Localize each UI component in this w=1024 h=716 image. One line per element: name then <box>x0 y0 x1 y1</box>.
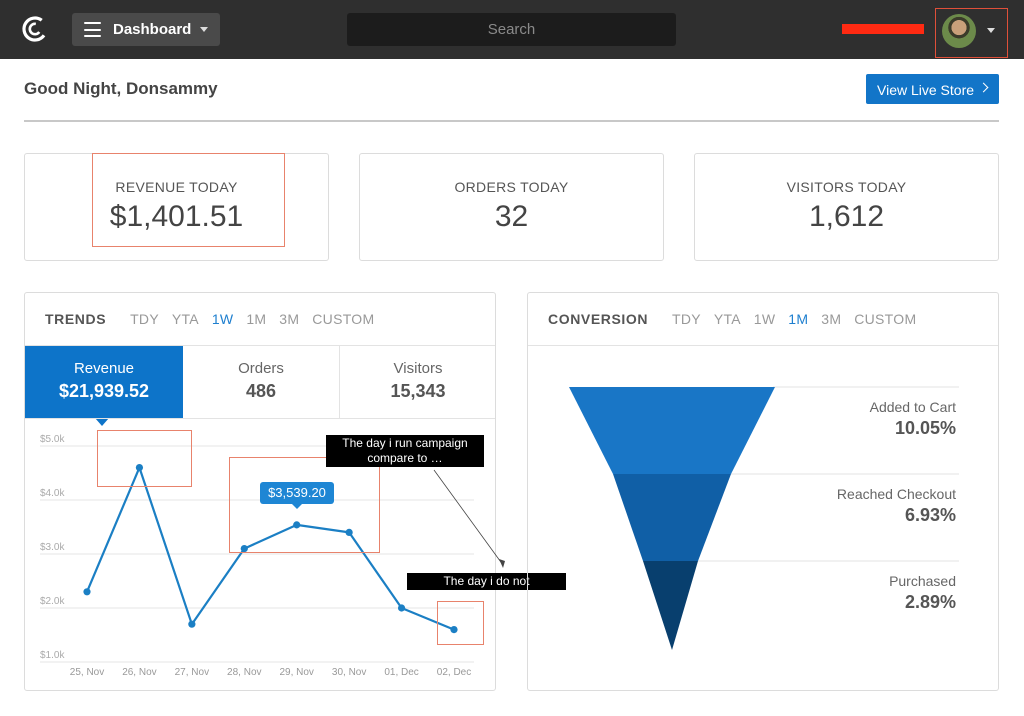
trends-tabs: TRENDS TDY YTA 1W 1M 3M CUSTOM <box>45 311 383 327</box>
highlight-box <box>92 153 285 247</box>
funnel-segment-purchased <box>643 561 698 650</box>
metric-value: 15,343 <box>390 381 446 401</box>
trends-title: TRENDS <box>45 311 107 327</box>
highlight-box <box>437 601 484 645</box>
conversion-title: CONVERSION <box>548 311 649 327</box>
metric-value: $21,939.52 <box>58 381 150 401</box>
divider <box>24 120 999 122</box>
redacted-bar <box>842 24 924 34</box>
stat-label: ORDERS TODAY <box>454 179 569 195</box>
stat-value: $1,401.51 <box>109 200 244 233</box>
divider <box>528 345 998 346</box>
funnel-stage-reached-checkout: Reached Checkout 6.93% <box>837 486 956 526</box>
annotation-note-campaign: The day i run campaign compare to … <box>326 435 484 467</box>
divider <box>339 346 340 418</box>
funnel-stage-value: 10.05% <box>894 418 956 438</box>
hamburger-icon <box>84 22 101 37</box>
funnel-stage-value: 2.89% <box>904 592 956 612</box>
tab-custom[interactable]: CUSTOM <box>312 311 375 327</box>
metric-label: Orders <box>238 360 284 377</box>
stat-value: 1,612 <box>808 200 885 233</box>
stat-card-revenue: REVENUE TODAY $1,401.51 <box>24 153 329 261</box>
metric-label: Visitors <box>393 360 443 377</box>
tab-1w[interactable]: 1W <box>211 311 234 327</box>
avatar[interactable] <box>942 14 976 48</box>
tab-yta[interactable]: YTA <box>713 311 741 327</box>
metric-visitors[interactable]: Visitors 15,343 <box>340 346 496 418</box>
highlight-box <box>97 430 192 487</box>
conversion-tabs: CONVERSION TDY YTA 1W 1M 3M CUSTOM <box>548 311 925 327</box>
funnel-stage-value: 6.93% <box>904 505 956 525</box>
annotation-note-notrun: The day i do not <box>407 573 566 590</box>
funnel-stage-purchased: Purchased 2.89% <box>889 573 956 613</box>
search-input[interactable] <box>347 13 676 46</box>
chart-tooltip: $3,539.20 <box>260 482 334 509</box>
tab-1m[interactable]: 1M <box>788 311 809 327</box>
stat-value: 32 <box>494 200 529 233</box>
divider <box>25 418 495 419</box>
trends-panel: TRENDS TDY YTA 1W 1M 3M CUSTOM Revenue $… <box>24 292 496 691</box>
tab-1w[interactable]: 1W <box>753 311 776 327</box>
metric-value: 486 <box>245 381 277 401</box>
funnel-segment-added-to-cart <box>569 387 775 474</box>
funnel-stage-added-to-cart: Added to Cart 10.05% <box>870 399 956 439</box>
tab-yta[interactable]: YTA <box>171 311 199 327</box>
stat-label: REVENUE TODAY <box>115 179 238 195</box>
funnel-stage-label: Reached Checkout <box>836 486 956 502</box>
dashboard-menu-label: Dashboard <box>113 21 192 38</box>
divider <box>25 345 495 346</box>
metric-orders[interactable]: Orders 486 <box>183 346 339 418</box>
stat-card-orders: ORDERS TODAY 32 <box>359 153 664 261</box>
tab-tdy[interactable]: TDY <box>130 311 159 327</box>
metric-label: Revenue <box>73 360 135 377</box>
conversion-funnel <box>569 386 959 650</box>
metric-revenue[interactable]: Revenue $21,939.52 <box>25 346 183 426</box>
funnel-segment-reached-checkout <box>613 474 731 561</box>
logo-icon[interactable] <box>20 14 50 44</box>
top-bar: Dashboard <box>0 0 1024 59</box>
tab-tdy[interactable]: TDY <box>672 311 701 327</box>
tab-1m[interactable]: 1M <box>246 311 267 327</box>
stat-card-visitors: VISITORS TODAY 1,612 <box>694 153 999 261</box>
conversion-panel: CONVERSION TDY YTA 1W 1M 3M CUSTOM Added… <box>527 292 999 691</box>
tab-3m[interactable]: 3M <box>279 311 300 327</box>
tab-3m[interactable]: 3M <box>821 311 842 327</box>
chevron-down-icon <box>200 27 208 32</box>
annotation-arrow-head <box>499 559 505 568</box>
stat-label: VISITORS TODAY <box>786 179 907 195</box>
dashboard-menu-button[interactable]: Dashboard <box>72 13 220 46</box>
view-live-store-button[interactable]: View Live Store <box>866 74 999 104</box>
chevron-right-icon <box>978 82 989 93</box>
funnel-stage-label: Purchased <box>889 573 956 589</box>
chevron-down-icon[interactable] <box>987 28 995 33</box>
tab-custom[interactable]: CUSTOM <box>854 311 917 327</box>
highlight-box <box>229 457 380 553</box>
greeting-title: Good Night, Donsammy <box>24 79 218 98</box>
view-live-store-label: View Live Store <box>877 82 975 98</box>
user-menu[interactable] <box>935 8 1008 58</box>
funnel-stage-label: Added to Cart <box>869 399 956 415</box>
